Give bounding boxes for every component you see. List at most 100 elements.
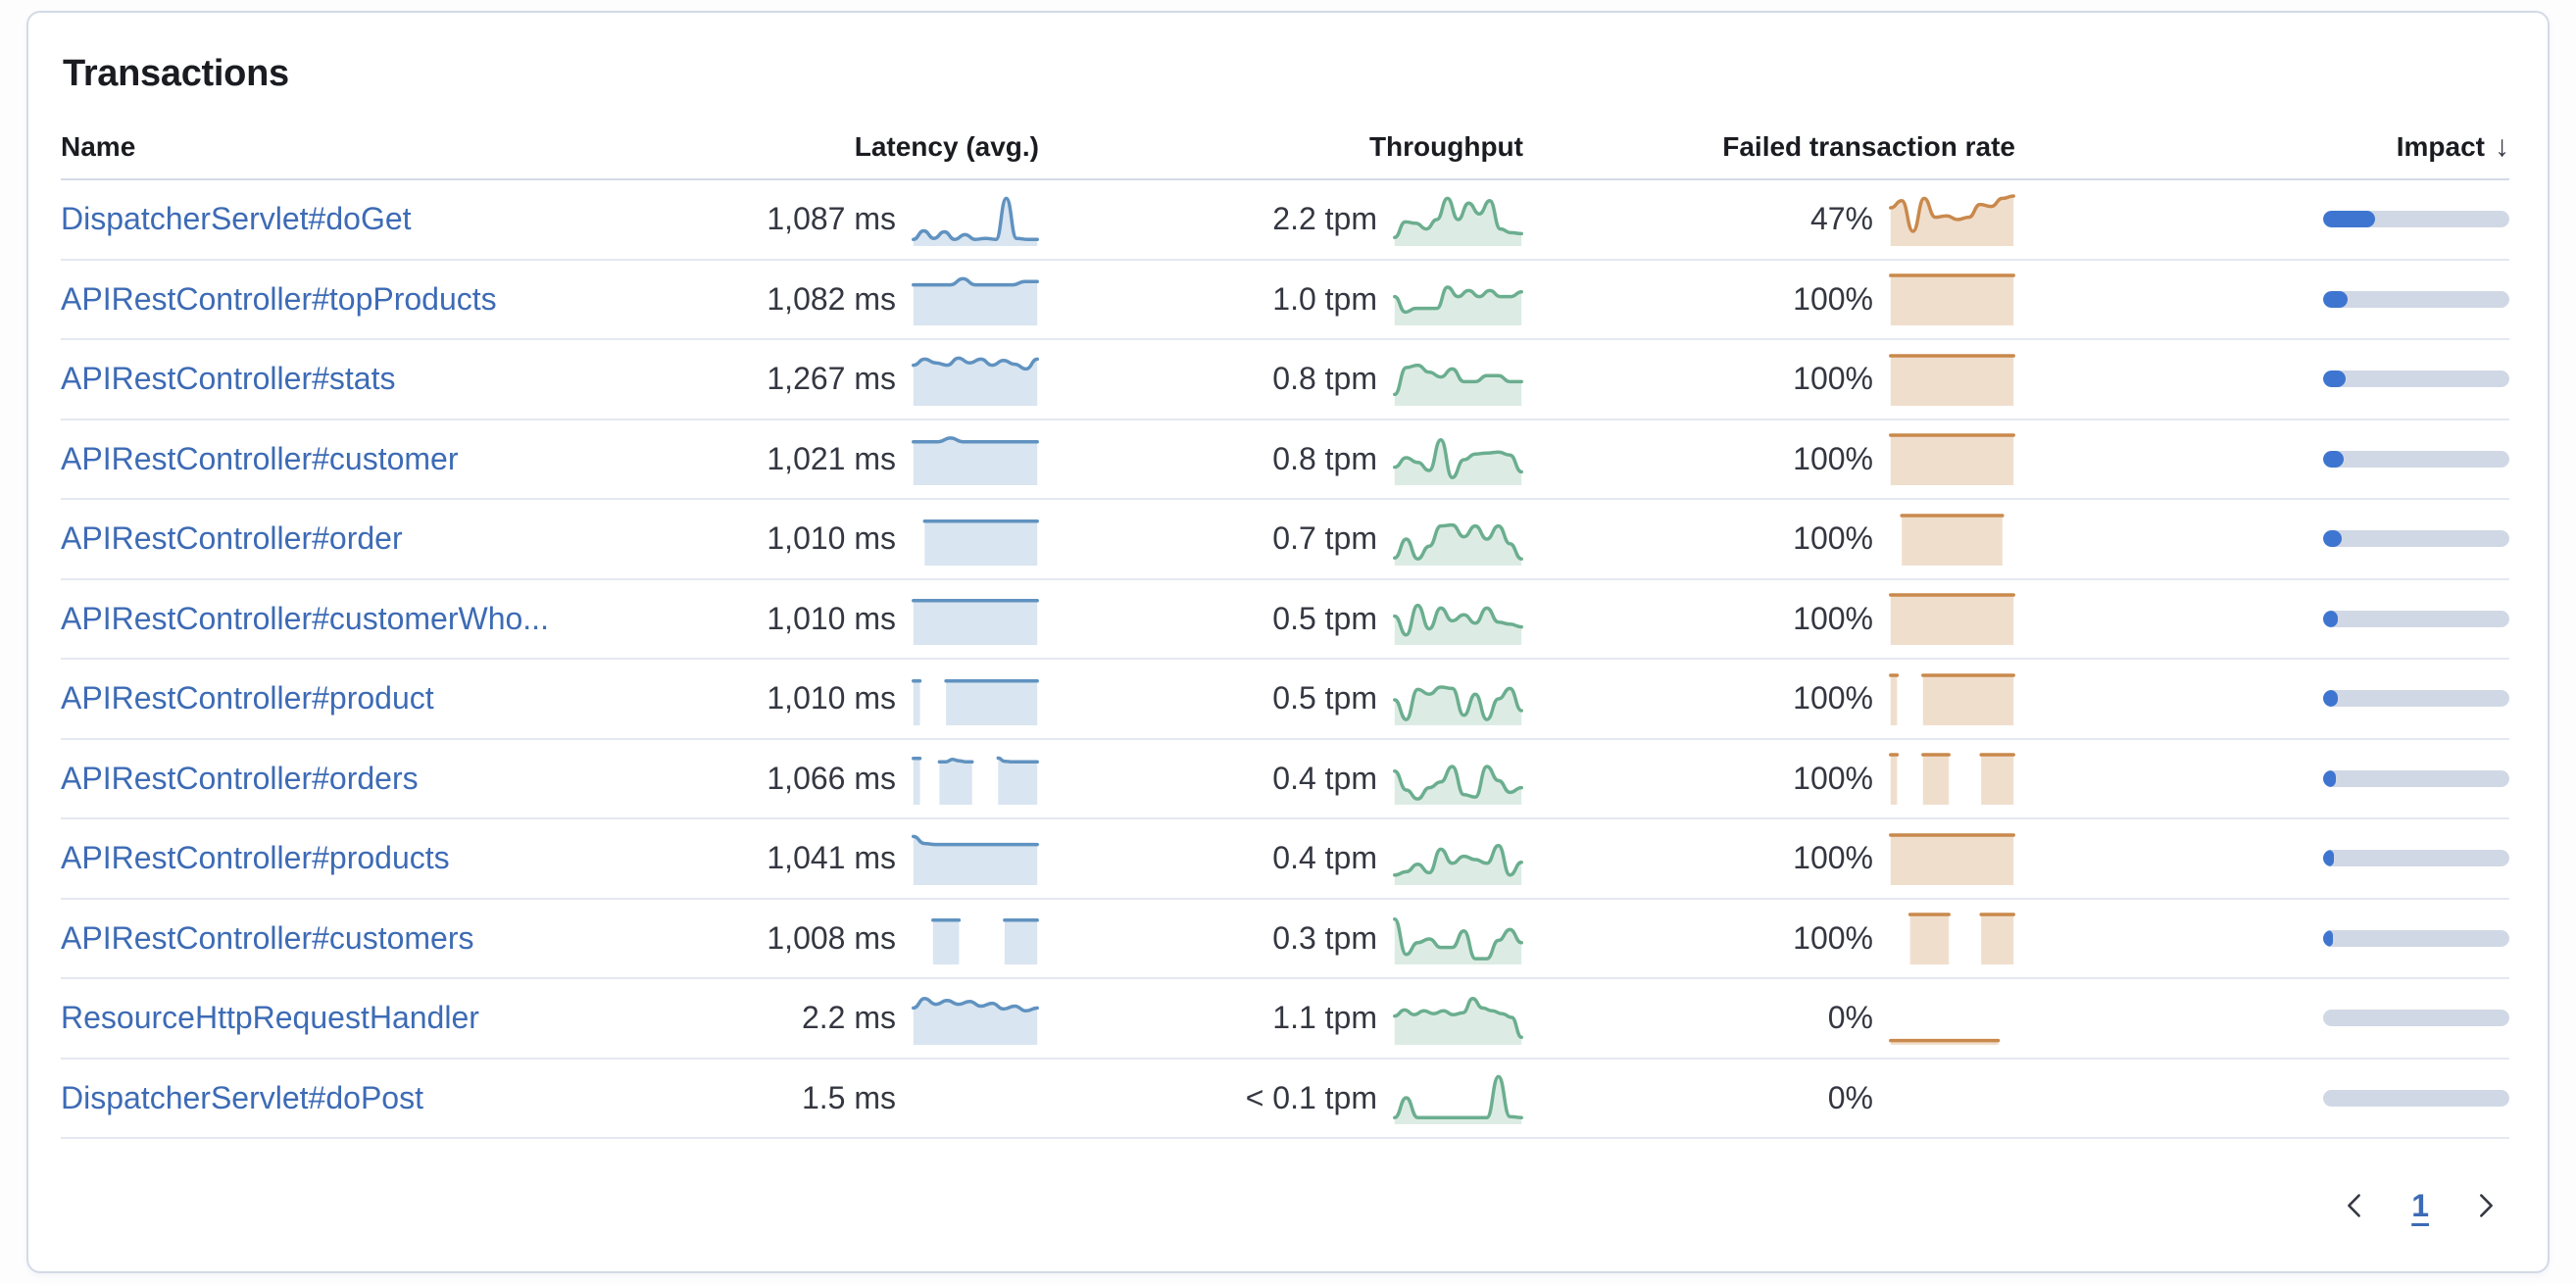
latency-sparkline	[912, 1071, 1039, 1124]
latency-value: 1.5 ms	[801, 1079, 896, 1115]
transaction-link[interactable]: APIRestController#customerWho...	[61, 600, 549, 636]
impact-bar	[2323, 1089, 2509, 1107]
impact-cell	[2015, 530, 2509, 548]
impact-cell	[2015, 1010, 2509, 1027]
table-row: APIRestController#products 1,041 ms 0.4 tp…	[61, 819, 2509, 900]
failed-rate-cell: 100%	[1523, 432, 2015, 486]
throughput-value: 2.2 tpm	[1272, 201, 1377, 237]
pagination: 1	[61, 1184, 2509, 1227]
failed-rate-value: 47%	[1809, 201, 1873, 237]
transaction-link[interactable]: APIRestController#order	[61, 520, 403, 557]
impact-bar-fill	[2323, 850, 2335, 867]
latency-sparkline	[912, 996, 1039, 1045]
failed-rate-cell: 100%	[1523, 752, 2015, 806]
latency-cell: 1.5 ms	[767, 1071, 1039, 1124]
latency-value: 1,010 ms	[767, 680, 896, 716]
throughput-cell: 0.5 tpm	[1039, 592, 1523, 646]
failed-rate-value: 0%	[1827, 1000, 1873, 1036]
name-cell: APIRestController#customerWho...	[61, 601, 767, 637]
column-header-throughput[interactable]: Throughput	[1368, 130, 1523, 162]
throughput-sparkline	[1393, 685, 1523, 725]
previous-page-button[interactable]	[2333, 1184, 2376, 1227]
transaction-link[interactable]: DispatcherServlet#doGet	[61, 201, 412, 237]
name-cell: APIRestController#customer	[61, 441, 767, 477]
throughput-sparkline	[1393, 522, 1523, 566]
failed-rate-sparkline	[1889, 354, 2015, 406]
latency-value: 1,066 ms	[767, 760, 896, 796]
failed-rate-value: 100%	[1793, 919, 1873, 956]
impact-cell	[2015, 211, 2509, 228]
latency-value: 1,087 ms	[767, 201, 896, 237]
table-row: APIRestController#topProducts 1,082 ms 1.0…	[61, 261, 2509, 340]
throughput-value: 0.4 tpm	[1272, 840, 1377, 876]
throughput-sparkline	[1393, 438, 1523, 486]
impact-bar	[2323, 1010, 2509, 1027]
impact-cell	[2015, 929, 2509, 947]
impact-cell	[2015, 769, 2509, 787]
impact-cell	[2015, 610, 2509, 627]
column-header-impact[interactable]: Impact ↓	[2396, 129, 2509, 163]
throughput-cell: 2.2 tpm	[1039, 193, 1523, 246]
page-number-1[interactable]: 1	[2411, 1187, 2429, 1223]
throughput-value: 0.8 tpm	[1272, 361, 1377, 397]
latency-sparkline	[931, 918, 1039, 965]
column-header-latency[interactable]: Latency (avg.)	[854, 130, 1039, 162]
failed-rate-value: 100%	[1793, 760, 1873, 796]
impact-bar-fill	[2323, 530, 2342, 548]
impact-bar	[2323, 610, 2509, 627]
transaction-link[interactable]: APIRestController#customer	[61, 440, 459, 476]
failed-rate-sparkline	[1889, 1071, 2015, 1124]
latency-cell: 1,021 ms	[767, 432, 1039, 486]
latency-value: 1,267 ms	[767, 361, 896, 397]
throughput-cell: 0.8 tpm	[1039, 353, 1523, 406]
transaction-link[interactable]: APIRestController#topProducts	[61, 280, 497, 317]
failed-rate-value: 0%	[1827, 1079, 1873, 1115]
failed-rate-sparkline	[1889, 833, 2015, 885]
name-cell: APIRestController#stats	[61, 361, 767, 397]
impact-bar-fill	[2323, 769, 2337, 787]
table-row: APIRestController#customerWho... 1,010 ms…	[61, 580, 2509, 660]
transaction-link[interactable]: ResourceHttpRequestHandler	[61, 1000, 479, 1036]
throughput-sparkline	[1393, 604, 1523, 646]
failed-rate-cell: 100%	[1523, 353, 2015, 406]
failed-rate-cell: 0%	[1523, 1071, 2015, 1124]
throughput-cell: 1.1 tpm	[1039, 992, 1523, 1045]
transaction-link[interactable]: APIRestController#customers	[61, 919, 474, 956]
failed-rate-cell: 100%	[1523, 832, 2015, 885]
column-header-name[interactable]: Name	[61, 130, 136, 162]
impact-bar	[2323, 450, 2509, 468]
throughput-sparkline	[1393, 1074, 1523, 1125]
latency-value: 1,082 ms	[767, 280, 896, 317]
transaction-link[interactable]: APIRestController#orders	[61, 760, 419, 796]
throughput-cell: 0.4 tpm	[1039, 752, 1523, 806]
name-cell: ResourceHttpRequestHandler	[61, 1000, 767, 1036]
transaction-link[interactable]: APIRestController#products	[61, 840, 450, 876]
table-row: APIRestController#order 1,010 ms 0.7 tpm 10…	[61, 500, 2509, 580]
transaction-link[interactable]: APIRestController#product	[61, 680, 434, 716]
latency-cell: 2.2 ms	[767, 992, 1039, 1045]
impact-cell	[2015, 1089, 2509, 1107]
throughput-sparkline	[1393, 843, 1523, 885]
latency-value: 1,021 ms	[767, 440, 896, 476]
throughput-cell: 0.8 tpm	[1039, 432, 1523, 486]
latency-sparkline	[912, 436, 1039, 486]
impact-bar-fill	[2323, 450, 2344, 468]
latency-sparkline	[912, 678, 1039, 725]
next-page-button[interactable]	[2464, 1184, 2507, 1227]
table-row: ResourceHttpRequestHandler 2.2 ms 1.1 tpm 0…	[61, 979, 2509, 1060]
throughput-value: < 0.1 tpm	[1245, 1079, 1377, 1115]
column-header-failed-rate[interactable]: Failed transaction rate	[1722, 130, 2015, 162]
transaction-link[interactable]: APIRestController#stats	[61, 361, 396, 397]
failed-rate-value: 100%	[1793, 840, 1873, 876]
failed-rate-cell: 100%	[1523, 272, 2015, 326]
table-row: DispatcherServlet#doPost 1.5 ms < 0.1 tpm 0…	[61, 1060, 2509, 1139]
latency-sparkline	[912, 599, 1039, 646]
throughput-sparkline	[1393, 285, 1523, 326]
impact-bar-fill	[2323, 370, 2346, 388]
impact-cell	[2015, 290, 2509, 308]
throughput-sparkline	[1393, 996, 1523, 1045]
latency-value: 1,008 ms	[767, 919, 896, 956]
latency-value: 1,041 ms	[767, 840, 896, 876]
failed-rate-sparkline	[1889, 593, 2015, 646]
transaction-link[interactable]: DispatcherServlet#doPost	[61, 1079, 423, 1115]
